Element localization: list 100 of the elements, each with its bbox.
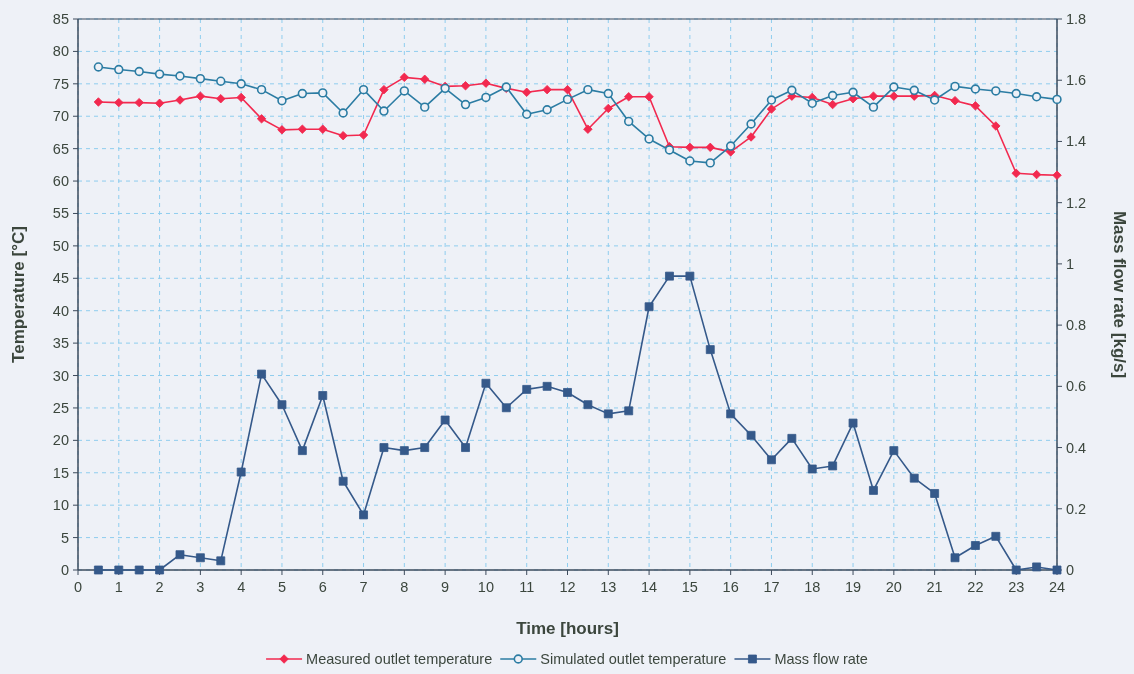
x-tick-label: 12 [559, 579, 576, 595]
point [216, 76, 226, 86]
point [1031, 92, 1042, 102]
point [705, 142, 715, 152]
point [358, 84, 369, 95]
point [909, 473, 919, 483]
x-tick-label: 18 [804, 579, 821, 595]
y-tick-label: 45 [52, 270, 69, 287]
point [746, 119, 756, 129]
point [93, 62, 104, 72]
point [583, 84, 593, 95]
point [685, 271, 695, 281]
point [828, 99, 838, 110]
point [603, 409, 613, 419]
x-tick-label: 4 [237, 579, 246, 595]
point [726, 409, 736, 419]
point [1032, 562, 1041, 572]
point [930, 489, 940, 498]
point [583, 400, 593, 410]
point [1011, 168, 1021, 178]
point [705, 158, 715, 168]
y2-tick-label: 0.4 [1066, 439, 1087, 456]
point [175, 71, 185, 81]
x-axis-title: Time [hours] [516, 619, 619, 638]
y-tick-label: 50 [52, 237, 69, 254]
point [562, 85, 573, 95]
y-tick-label: 60 [52, 173, 69, 190]
point [991, 531, 1001, 541]
point [195, 73, 206, 84]
point [481, 92, 491, 103]
legend-label: Simulated outlet temperature [540, 651, 727, 667]
x-tick-label: 24 [1048, 579, 1066, 595]
point [461, 443, 470, 452]
y-tick-label: 55 [52, 205, 69, 222]
point [542, 85, 552, 95]
point [195, 553, 205, 563]
y-tick-label: 20 [52, 432, 69, 449]
point [114, 97, 124, 108]
x-tick-label: 21 [926, 579, 943, 595]
x-tick-label: 6 [318, 579, 327, 595]
point [583, 124, 593, 134]
y-tick-label: 85 [52, 11, 69, 27]
y-tick-label: 75 [52, 75, 69, 92]
point [603, 103, 613, 114]
y-tick-label: 15 [52, 464, 69, 481]
point [420, 74, 430, 84]
y-tick-label: 70 [52, 108, 69, 125]
point [257, 369, 266, 379]
point [277, 125, 287, 135]
y-tick-label: 25 [52, 399, 69, 416]
point [1011, 88, 1021, 99]
point [338, 108, 348, 118]
point [889, 446, 899, 456]
legend-label: Measured outlet temperature [306, 651, 493, 667]
point [297, 88, 308, 99]
y-tick-label: 5 [60, 529, 69, 546]
point [134, 97, 144, 108]
point [522, 109, 532, 119]
point [685, 156, 695, 166]
point [848, 418, 858, 428]
y2-tick-label: 0 [1066, 562, 1075, 578]
point [134, 565, 144, 575]
legend-label: Mass flow rate [774, 651, 868, 667]
point [399, 72, 409, 82]
point [848, 87, 858, 97]
y-tick-label: 35 [52, 335, 69, 352]
y-tick-label: 30 [52, 367, 69, 384]
x-tick-label: 22 [967, 579, 984, 595]
point [991, 121, 1001, 131]
y2-tick-label: 1 [1066, 255, 1075, 272]
point [256, 114, 267, 124]
point [746, 132, 756, 142]
point [971, 541, 980, 550]
point [175, 95, 185, 105]
point [195, 91, 206, 101]
point [216, 94, 226, 104]
point [624, 92, 634, 102]
point [277, 400, 287, 410]
point [766, 95, 777, 105]
point [1052, 94, 1062, 105]
point [297, 446, 307, 456]
point [644, 92, 654, 102]
point [338, 131, 348, 141]
x-tick-label: 19 [844, 579, 862, 595]
point [542, 105, 552, 115]
x-tick-label: 13 [600, 579, 617, 595]
x-tick-label: 20 [885, 579, 902, 595]
point [970, 84, 981, 94]
point [359, 510, 368, 520]
point [889, 82, 899, 92]
point [766, 104, 777, 114]
point [787, 85, 797, 96]
x-tick-label: 14 [641, 579, 658, 595]
x-tick-label: 10 [477, 579, 494, 595]
y2-tick-label: 1.2 [1066, 194, 1087, 211]
y2-tick-label: 0.2 [1066, 500, 1087, 517]
y2-axis-title: Mass flow rate [kg/s] [1110, 210, 1129, 379]
point [685, 142, 695, 152]
point [725, 141, 736, 151]
point [277, 95, 287, 106]
